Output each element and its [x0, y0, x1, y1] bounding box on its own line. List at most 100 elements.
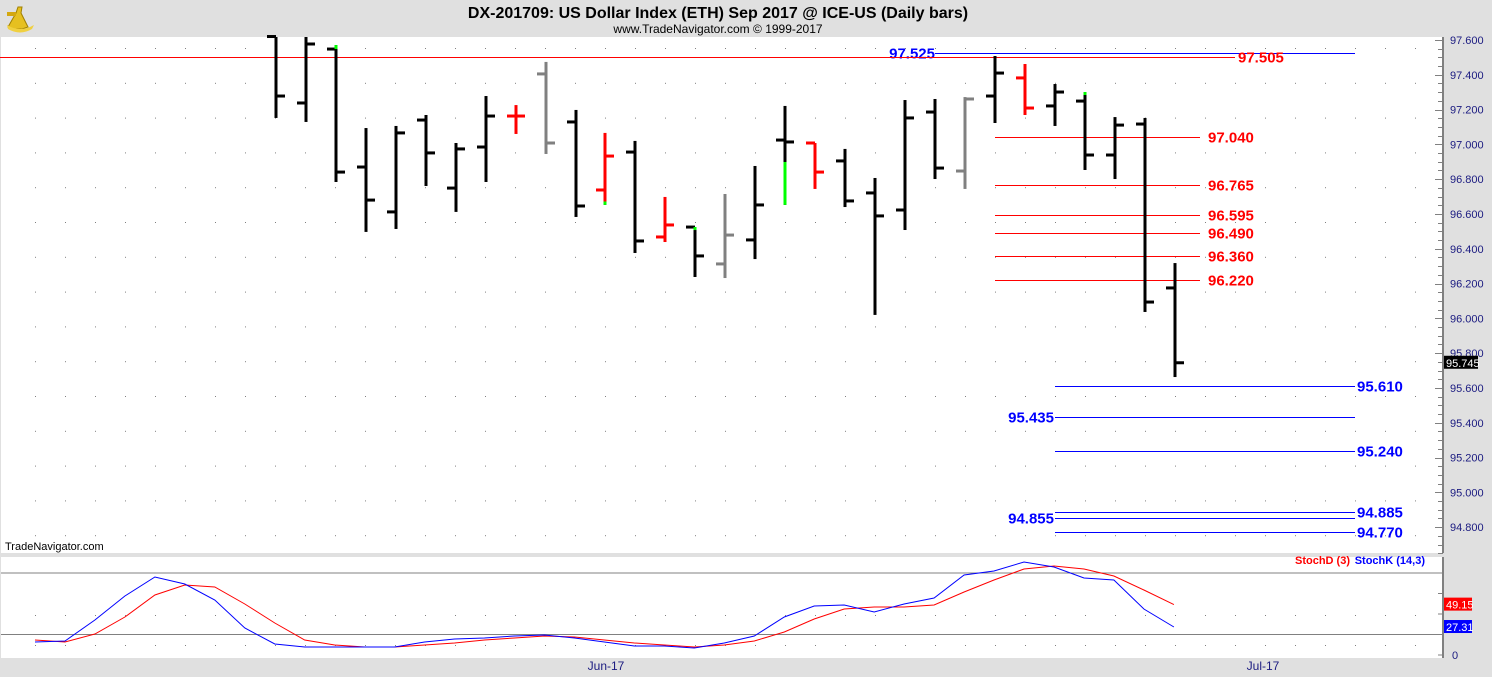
grid-dot: [65, 326, 66, 328]
grid-dot: [1295, 256, 1296, 258]
grid-dot: [1355, 465, 1356, 467]
grid-dot: [485, 465, 486, 467]
bar-close-tick: [1115, 123, 1124, 127]
grid-dot: [1355, 326, 1356, 328]
grid-dot: [1175, 615, 1176, 616]
grid-dot: [425, 187, 426, 189]
grid-dot: [425, 291, 426, 293]
grid-dot: [575, 82, 576, 84]
grid-dot: [425, 396, 426, 397]
grid-dot: [95, 396, 96, 397]
grid-dot: [575, 430, 576, 432]
grid-dot: [725, 361, 726, 363]
stochastic-panel[interactable]: [1, 557, 1442, 658]
grid-dot: [1025, 256, 1026, 258]
bar-close-tick: [725, 233, 734, 237]
grid-dot: [95, 465, 96, 467]
ohlc-bar: [836, 148, 854, 208]
grid-dot: [605, 465, 606, 467]
bar-close-tick: [456, 147, 465, 151]
bar-open-tick: [656, 235, 665, 239]
grid-dot: [995, 615, 996, 616]
grid-dot: [1325, 117, 1326, 119]
grid-dot: [965, 615, 966, 616]
grid-dot: [335, 187, 336, 189]
grid-dot: [575, 396, 576, 397]
grid-dot: [1145, 645, 1146, 646]
grid-dot: [785, 256, 786, 258]
grid-dot: [725, 430, 726, 432]
ohlc-bar: [537, 61, 555, 154]
grid-dot: [1115, 256, 1116, 258]
grid-dot: [1325, 535, 1326, 537]
grid-dot: [1115, 615, 1116, 616]
grid-dot: [785, 48, 786, 49]
price-axis[interactable]: 97.600 97.400 97.200 97.000 96.800 96.600 96.4…: [1435, 35, 1484, 662]
price-panel[interactable]: [1, 37, 1442, 553]
bar-open-tick: [626, 150, 635, 154]
ohlc-bar: [1136, 117, 1154, 312]
bar-open-tick: [986, 94, 995, 98]
grid-dot: [1055, 535, 1056, 537]
grid-dot: [125, 291, 126, 293]
grid-dot: [185, 361, 186, 363]
grid-dot: [665, 291, 666, 293]
grid-dot: [1385, 326, 1386, 328]
grid-dot: [1325, 500, 1326, 502]
grid-dot: [1235, 48, 1236, 49]
grid-dot: [1325, 291, 1326, 293]
grid-dot: [1025, 500, 1026, 502]
grid-dot: [1355, 430, 1356, 432]
grid-dot: [635, 326, 636, 328]
grid-dot: [695, 535, 696, 537]
grid-dot: [875, 535, 876, 537]
grid-dot: [1115, 645, 1116, 646]
grid-dot: [1115, 222, 1116, 223]
level-label-96.490: 96.490: [1208, 226, 1254, 243]
grid-dot: [695, 291, 696, 293]
grid-dot: [245, 430, 246, 432]
grid-dot: [425, 500, 426, 502]
grid-dot: [245, 82, 246, 84]
grid-dot: [1355, 152, 1356, 154]
grid-dot: [455, 465, 456, 467]
grid-dot: [185, 615, 186, 616]
grid-dot: [1325, 645, 1326, 646]
grid-dot: [905, 256, 906, 258]
grid-dot: [1025, 361, 1026, 363]
grid-dot: [695, 48, 696, 49]
grid-dot: [365, 500, 366, 502]
grid-dot: [515, 500, 516, 502]
grid-dot: [1115, 465, 1116, 467]
bar-close-tick: [995, 71, 1004, 75]
grid-dot: [665, 117, 666, 119]
grid-dot: [1265, 645, 1266, 646]
bar-open-tick: [956, 169, 965, 173]
grid-dot: [815, 615, 816, 616]
grid-dot: [1355, 48, 1356, 49]
grid-dot: [1325, 256, 1326, 258]
bar-range: [1023, 64, 1027, 115]
series-stochk: [34, 561, 1175, 649]
grid-dot: [1265, 256, 1266, 258]
grid-dot: [95, 500, 96, 502]
grid-dot: [335, 256, 336, 258]
ohlc-bar: [1106, 117, 1124, 180]
bar-close-tick: [905, 116, 914, 120]
grid-dot: [395, 500, 396, 502]
bar-range: [693, 227, 697, 277]
grid-dot: [995, 430, 996, 432]
grid-dot: [1415, 361, 1416, 363]
grid-dot: [905, 645, 906, 646]
grid-dot: [965, 361, 966, 363]
ohlc-bar: [477, 96, 495, 182]
grid-dot: [875, 465, 876, 467]
grid-dot: [785, 430, 786, 432]
grid-dot: [455, 117, 456, 119]
grid-dot: [95, 615, 96, 616]
grid-dot: [215, 326, 216, 328]
grid-dot: [155, 645, 156, 646]
grid-dot: [125, 152, 126, 154]
grid-dot: [275, 291, 276, 293]
grid-dot: [1025, 291, 1026, 293]
